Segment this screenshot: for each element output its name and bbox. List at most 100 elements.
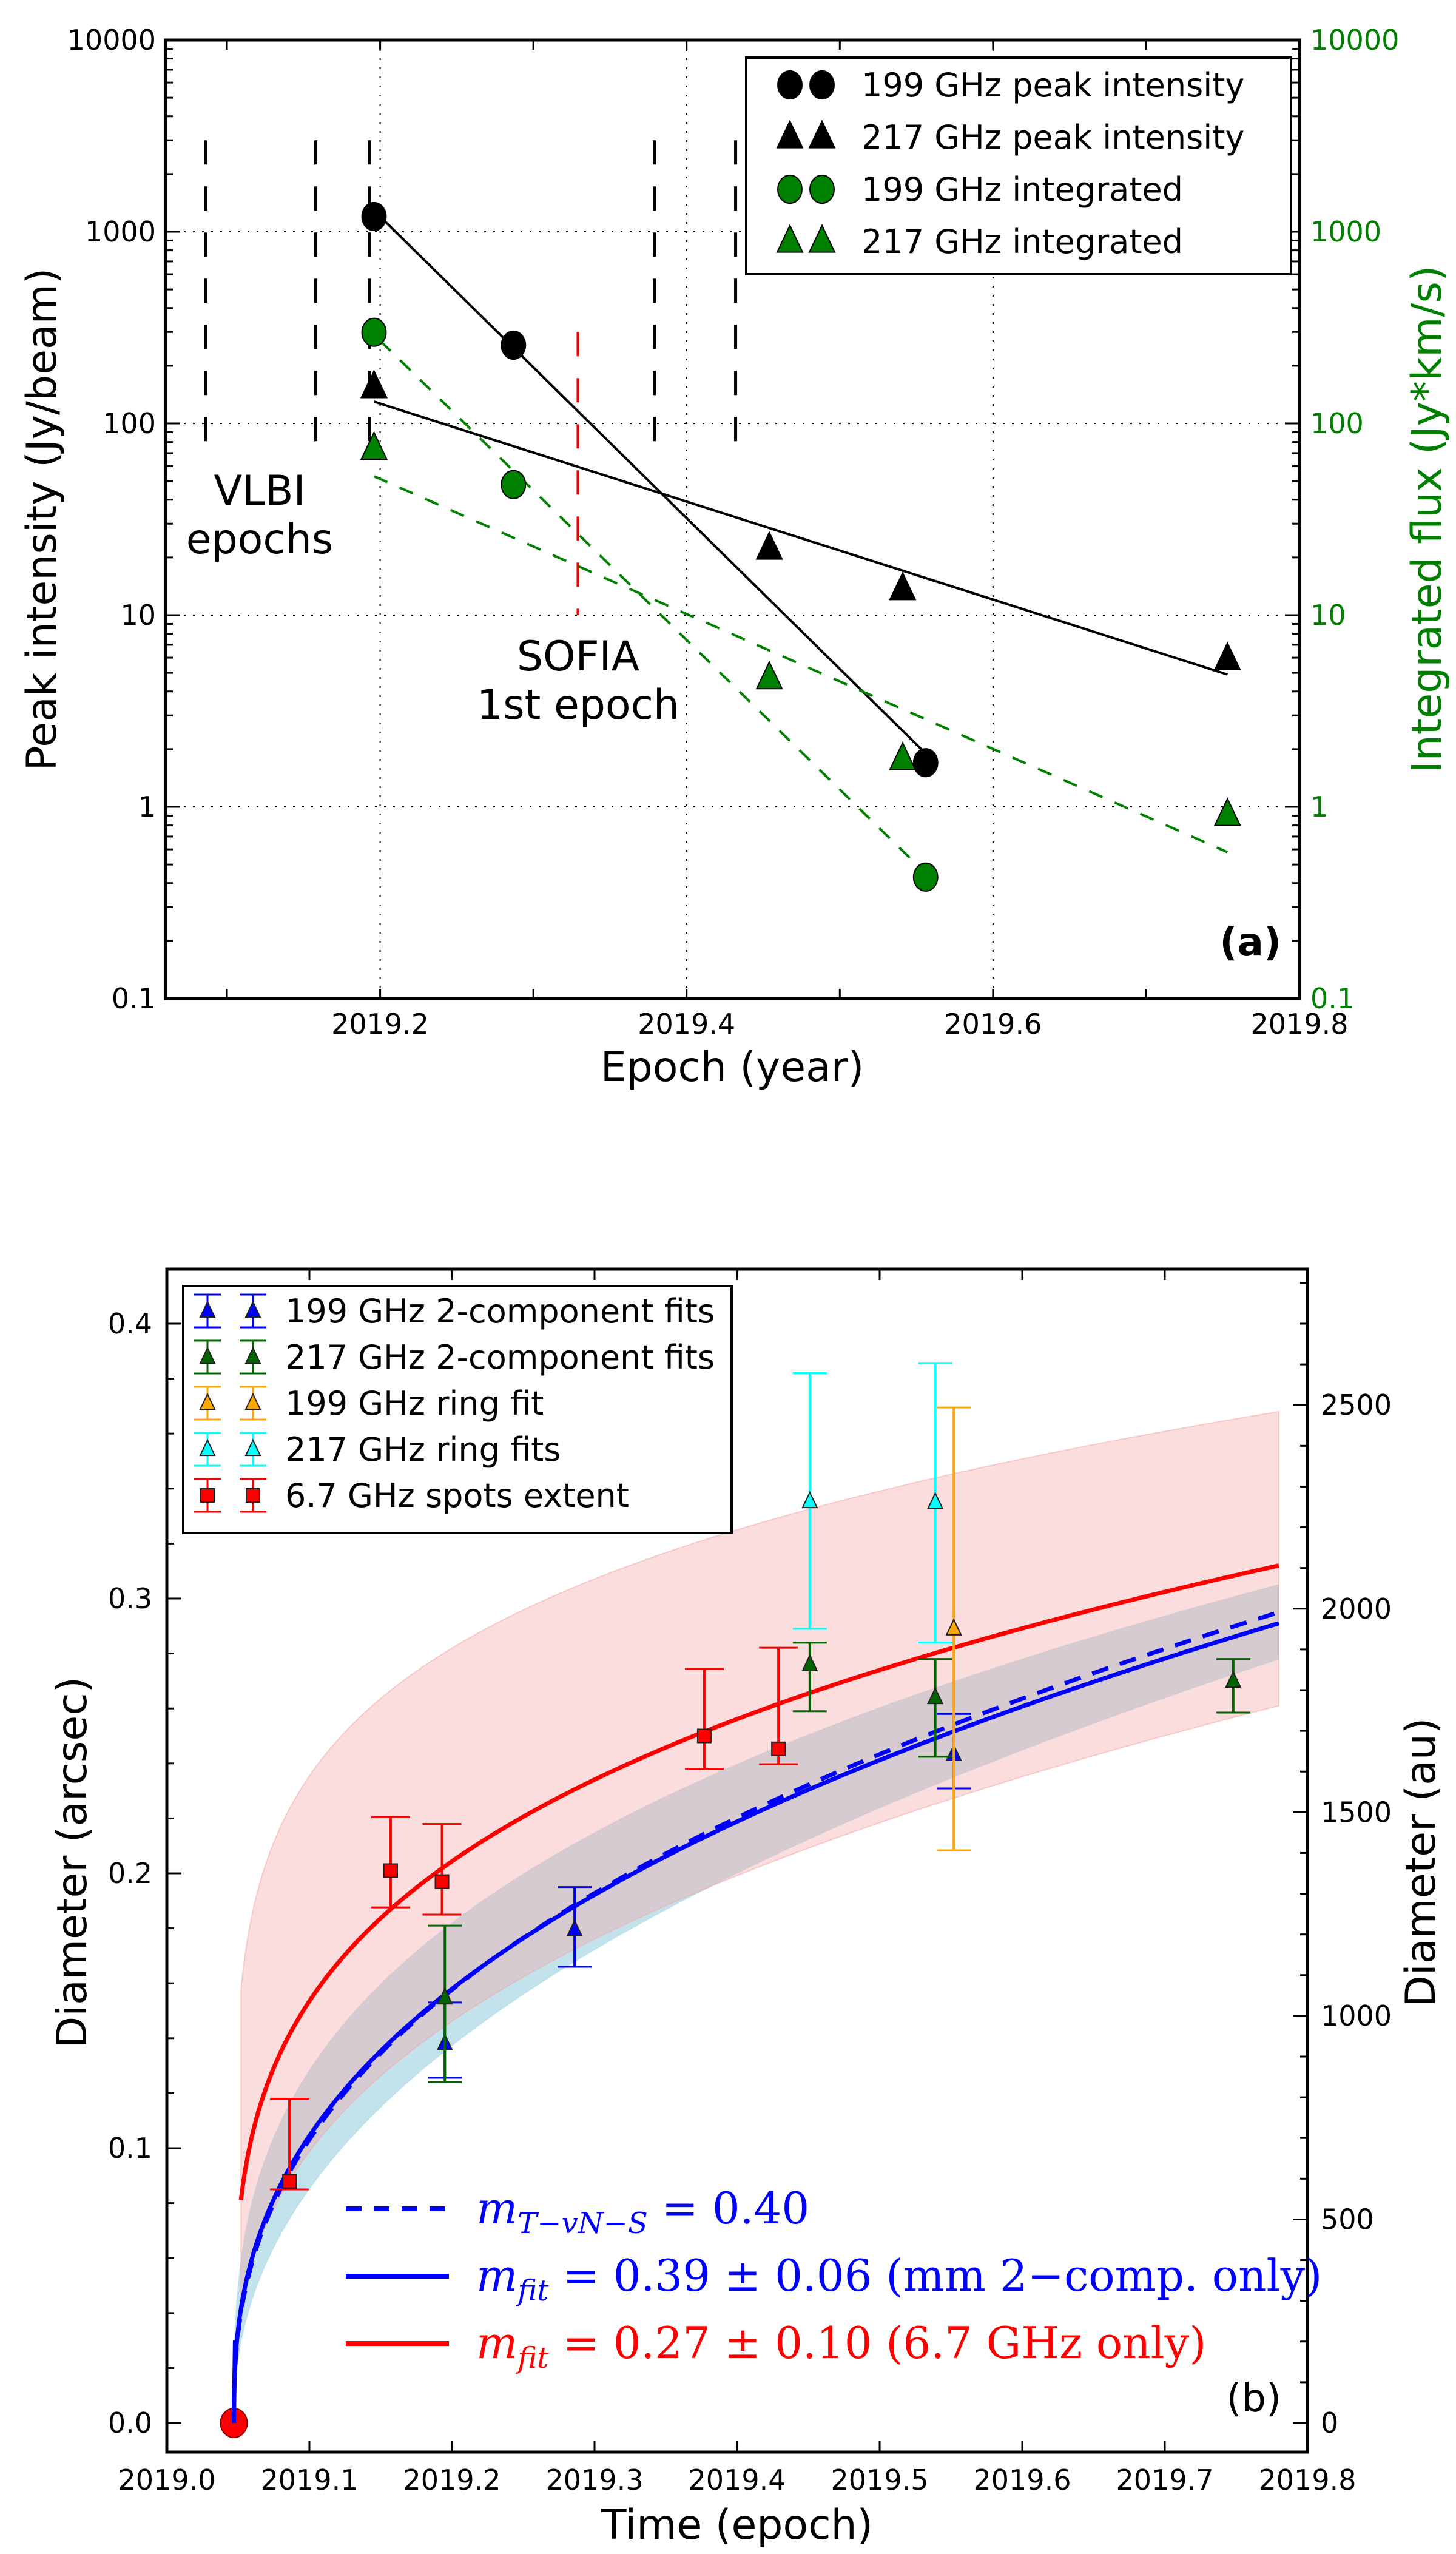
y-right-tick-label: 10000 — [1310, 24, 1399, 56]
value: = 0.39 ± 0.06 (mm 2−comp. only) — [549, 2250, 1323, 2301]
217-ghz-peak-intensity-point — [1213, 641, 1241, 671]
fit-legend-label: mT−vN−S = 0.40 — [476, 2183, 809, 2240]
x-tick-label: 2019.4 — [689, 2464, 786, 2496]
217-ghz-ring-fits-point — [792, 1372, 827, 1630]
panel-a-x-axis-label: Epoch (year) — [601, 1043, 864, 1091]
217-ghz-2-component-fits-point — [918, 1658, 952, 1758]
panel-a-epoch-markers — [204, 140, 738, 615]
sofia-label-line2: 1st epoch — [477, 681, 679, 729]
symbol: m — [476, 2317, 517, 2368]
x-tick-label: 2019.5 — [831, 2464, 929, 2496]
legend-marker — [244, 1392, 261, 1410]
legend-marker — [200, 1488, 215, 1503]
x-tick-label: 2019.6 — [944, 1008, 1042, 1040]
legend-label: 217 GHz integrated — [861, 223, 1183, 261]
fit-legend-label: mfit = 0.39 ± 0.06 (mm 2−comp. only) — [476, 2250, 1322, 2308]
6-7-ghz-spots-extent-point — [270, 2097, 309, 2191]
217-ghz-2-component-fits-point — [428, 1924, 462, 2083]
legend-marker — [199, 1438, 216, 1457]
symbol: m — [476, 2250, 517, 2301]
199-ghz-integrated-point — [912, 862, 939, 892]
legend-marker — [777, 174, 803, 204]
m-fit-0-27-0-10-6-7-ghz-only-curve — [238, 1563, 1279, 2200]
217-ghz-ring-fits-point — [918, 1362, 952, 1643]
panel-b-y-right-axis-label: Diameter (au) — [1397, 1718, 1445, 2007]
marker — [282, 2174, 297, 2189]
x-tick-label: 2019.7 — [1116, 2464, 1214, 2496]
217-ghz-integrated-point — [755, 660, 783, 690]
marker — [771, 1741, 786, 1756]
y-tick-label: 0.1 — [112, 982, 156, 1015]
217-ghz-peak-intensity-point — [360, 369, 388, 399]
199-ghz-integrated-point — [500, 470, 527, 499]
6-7-ghz-spots-extent-point — [684, 1668, 724, 1770]
217-ghz-integrated-point — [889, 741, 917, 770]
199-ghz-peak-intensity-point — [361, 201, 387, 232]
marker — [436, 1987, 453, 2005]
217-ghz-integrated-point — [360, 431, 388, 460]
legend-label: 199 GHz integrated — [861, 170, 1183, 209]
marker — [945, 1618, 962, 1636]
panel-a-ticks — [166, 40, 1301, 1000]
199-ghz-peak-intensity-point — [912, 748, 939, 778]
panel-b-y-axis-label: Diameter (arcsec) — [49, 1677, 96, 2048]
legend-marker — [199, 1346, 216, 1364]
marker — [801, 1654, 818, 1671]
panel-b-x-axis-label: Time (epoch) — [601, 2501, 873, 2549]
panel-b-legend: 199 GHz 2-component fits 217 GHz 2-compon… — [182, 1285, 733, 1534]
legend-marker — [776, 120, 804, 149]
199-ghz-ring-fit-point — [937, 1406, 971, 1851]
marker — [696, 1728, 712, 1744]
subscript: T−vN−S — [517, 2206, 647, 2240]
217-ghz-peak-intensity-point — [755, 531, 783, 560]
y-tick-label: 1 — [138, 790, 156, 823]
x-tick-label: 2019.8 — [1259, 2464, 1357, 2496]
y-right-tick-label: 0 — [1321, 2407, 1338, 2439]
marker — [566, 1919, 583, 1936]
y-right-tick-label: 100 — [1310, 407, 1364, 440]
panel-b-tick-labels: 2019.0 2019.1 2019.2 2019.3 2019.4 2019.5 2019… — [108, 1307, 1392, 2496]
legend-label: 199 GHz 2-component fits — [285, 1292, 715, 1330]
y-right-tick-label: 10 — [1310, 599, 1346, 632]
217-ghz-integrated-fit — [373, 475, 1228, 854]
sofia-label-line1: SOFIA — [517, 633, 639, 681]
199-ghz-peak-intensity-point — [500, 330, 527, 360]
y-right-tick-label: 1000 — [1321, 2000, 1392, 2032]
panel-b-tag: (b) — [1226, 2376, 1281, 2421]
m-fit-0-39-0-06-mm-2-comp-only-curve — [231, 1621, 1280, 2424]
m-fit-0-27-0-10-6-7-ghz-only-band — [240, 1410, 1279, 2310]
marker — [434, 1874, 450, 1889]
y-tick-label: 0.2 — [108, 1857, 152, 1890]
y-right-tick-label: 1000 — [1310, 215, 1381, 248]
panel-a-data-points — [360, 201, 1241, 892]
legend-label: 217 GHz ring fits — [285, 1430, 561, 1469]
value: = 0.40 — [648, 2183, 809, 2234]
marker — [383, 1863, 398, 1878]
6-7-ghz-spots-extent-point — [422, 1822, 462, 1916]
6-7-ghz-spots-extent-point — [371, 1816, 410, 1909]
217-ghz-peak-fit — [373, 400, 1228, 676]
x-tick-label: 2019.1 — [261, 2464, 359, 2496]
legend-marker — [777, 70, 803, 100]
panel-b-data-points — [220, 1362, 1250, 2438]
marker — [927, 1686, 944, 1705]
y-tick-label: 10 — [120, 599, 156, 632]
legend-label: 217 GHz 2-component fits — [285, 1338, 715, 1376]
y-tick-label: 10000 — [67, 24, 156, 56]
panel-b-model-curves — [231, 1563, 1280, 2424]
panel-b-ticks — [166, 1269, 1309, 2452]
y-tick-label: 0.3 — [108, 1582, 152, 1615]
legend-marker — [244, 1346, 261, 1364]
217-ghz-2-component-fits-point — [1216, 1658, 1250, 1714]
curve-start — [231, 2340, 237, 2424]
legend-marker — [776, 224, 804, 253]
marker — [1225, 1670, 1242, 1688]
x-tick-label: 2019.2 — [331, 1008, 429, 1040]
217-ghz-integrated-point — [1213, 797, 1241, 826]
x-tick-label: 2019.8 — [1251, 1008, 1349, 1040]
vlbi-label-line2: epochs — [186, 516, 334, 564]
legend-label: 199 GHz ring fit — [285, 1384, 544, 1423]
legend-marker — [808, 224, 836, 253]
